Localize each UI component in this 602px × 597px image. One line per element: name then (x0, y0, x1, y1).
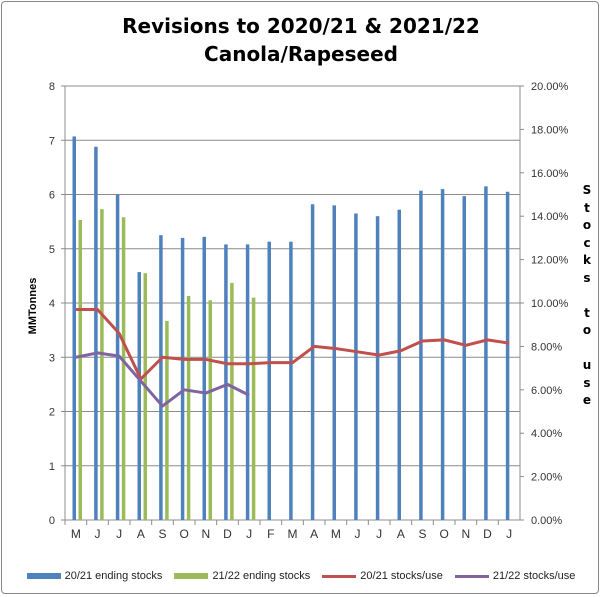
bar-20-21-ending-stocks (137, 272, 141, 520)
x-tick-label: D (223, 527, 232, 541)
bar-20-21-ending-stocks (310, 204, 315, 520)
bar-21-22-ending-stocks (208, 300, 212, 520)
bar-20-21-ending-stocks (289, 241, 293, 520)
legend-item: 20/21 ending stocks (26, 570, 163, 582)
bar-20-21-ending-stocks (267, 241, 271, 520)
legend-swatch (322, 574, 357, 578)
x-tick-label: O (179, 527, 188, 541)
bar-20-21-ending-stocks (159, 235, 163, 520)
bar-20-21-ending-stocks (397, 209, 401, 520)
bar-21-22-ending-stocks (186, 295, 191, 520)
bar-20-21-ending-stocks (354, 213, 358, 521)
x-tick-label: F (267, 527, 274, 541)
bar-20-21-ending-stocks (375, 216, 380, 520)
legend-item: 21/22 stocks/use (454, 570, 576, 582)
bar-20-21-ending-stocks (72, 136, 76, 520)
y2-tick-label: 20.00% (531, 81, 569, 93)
x-tick-label: J (376, 527, 382, 541)
x-tick-label: S (418, 527, 426, 541)
bar-20-21-ending-stocks (505, 191, 510, 520)
bar-20-21-ending-stocks (94, 146, 98, 520)
bar-21-22-ending-stocks (165, 320, 169, 520)
chart-subtitle: Canola/Rapeseed (204, 42, 398, 66)
y2-tick-label: 14.00% (531, 211, 569, 223)
y2-tick-label: 12.00% (531, 255, 569, 267)
chart-title: Revisions to 2020/21 & 2021/22 (122, 14, 480, 38)
bar-21-22-ending-stocks (121, 217, 126, 520)
bar-20-21-ending-stocks (224, 244, 228, 520)
bar-21-22-ending-stocks (230, 282, 234, 520)
legend-label: 21/22 stocks/use (492, 570, 576, 582)
legend: 20/21 ending stocks 21/22 ending stocks 20… (0, 570, 602, 582)
x-tick-label: A (310, 527, 318, 541)
bar-20-21-ending-stocks (419, 190, 423, 520)
bar-20-21-ending-stocks (484, 186, 488, 521)
y-tick-label: 4 (49, 298, 55, 310)
bar-20-21-ending-stocks (462, 196, 466, 520)
x-tick-label: J (246, 527, 252, 541)
bar-20-21-ending-stocks (332, 205, 336, 520)
bar-21-22-ending-stocks (143, 273, 147, 520)
legend-swatch (26, 573, 61, 579)
x-tick-label: D (483, 527, 492, 541)
y-tick-label: 8 (49, 81, 55, 93)
y-tick-label: 2 (49, 407, 55, 419)
x-tick-label: M (288, 527, 298, 541)
x-tick-label: M (71, 527, 81, 541)
y-tick-label: 3 (49, 352, 55, 364)
y2-tick-label: 18.00% (531, 124, 569, 136)
x-tick-label: J (116, 527, 122, 541)
bar-21-22-ending-stocks (78, 219, 82, 520)
y-axis-title: MMTonnes (27, 277, 39, 335)
x-tick-label: J (95, 527, 101, 541)
y2-tick-label: 6.00% (531, 385, 562, 397)
x-tick-label: A (137, 527, 145, 541)
y-tick-label: 0 (49, 515, 55, 527)
x-tick-label: S (158, 527, 166, 541)
legend-swatch (174, 573, 209, 579)
y2-tick-label: 16.00% (531, 168, 569, 180)
legend-label: 20/21 ending stocks (64, 570, 163, 582)
x-tick-label: N (461, 527, 470, 541)
y-tick-label: 5 (49, 244, 55, 256)
bar-20-21-ending-stocks (180, 237, 185, 520)
y2-tick-label: 4.00% (531, 428, 562, 440)
bar-20-21-ending-stocks (245, 244, 250, 520)
y2-axis-title: S t o c k s t o u s e (582, 183, 592, 407)
bar-21-22-ending-stocks (251, 297, 256, 520)
y2-tick-label: 10.00% (531, 298, 569, 310)
y2-tick-label: 0.00% (531, 515, 562, 527)
legend-swatch (454, 574, 489, 578)
legend-label: 21/22 ending stocks (212, 570, 311, 582)
legend-item: 21/22 ending stocks (174, 570, 310, 582)
x-tick-label: A (397, 527, 405, 541)
y-tick-label: 1 (49, 461, 55, 473)
y-tick-label: 7 (49, 135, 55, 147)
legend-label: 20/21 stocks/use (360, 570, 443, 582)
x-tick-label: J (506, 527, 512, 541)
x-tick-label: M (331, 527, 341, 541)
y2-tick-label: 2.00% (531, 472, 562, 484)
bar-20-21-ending-stocks (440, 189, 445, 520)
bar-21-22-ending-stocks (100, 209, 104, 520)
y2-tick-label: 8.00% (531, 341, 562, 353)
x-tick-label: J (355, 527, 361, 541)
bar-20-21-ending-stocks (202, 236, 206, 520)
y-tick-label: 6 (49, 190, 55, 202)
x-tick-label: N (201, 527, 210, 541)
legend-item: 20/21 stocks/use (322, 570, 443, 582)
x-tick-label: O (439, 527, 448, 541)
